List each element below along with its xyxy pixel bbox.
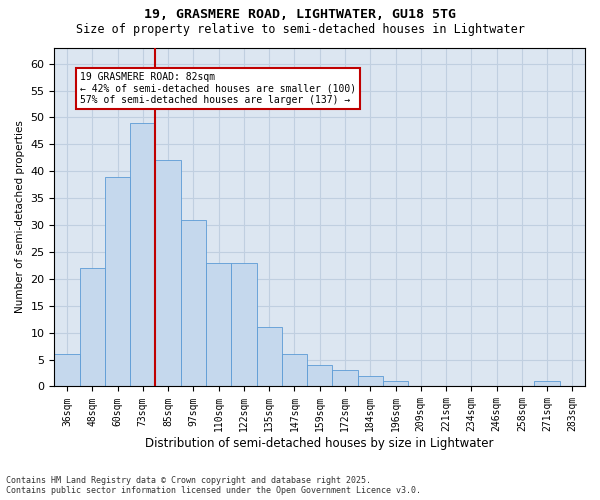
Bar xyxy=(282,354,307,386)
Bar xyxy=(80,268,105,386)
Bar xyxy=(231,262,257,386)
Y-axis label: Number of semi-detached properties: Number of semi-detached properties xyxy=(15,120,25,314)
Text: 19, GRASMERE ROAD, LIGHTWATER, GU18 5TG: 19, GRASMERE ROAD, LIGHTWATER, GU18 5TG xyxy=(144,8,456,20)
Text: Size of property relative to semi-detached houses in Lightwater: Size of property relative to semi-detach… xyxy=(76,22,524,36)
Bar xyxy=(206,262,231,386)
Bar xyxy=(383,381,408,386)
X-axis label: Distribution of semi-detached houses by size in Lightwater: Distribution of semi-detached houses by … xyxy=(145,437,494,450)
Text: Contains HM Land Registry data © Crown copyright and database right 2025.
Contai: Contains HM Land Registry data © Crown c… xyxy=(6,476,421,495)
Bar xyxy=(535,381,560,386)
Bar xyxy=(358,376,383,386)
Bar xyxy=(130,123,155,386)
Bar xyxy=(307,365,332,386)
Bar xyxy=(181,220,206,386)
Bar xyxy=(105,176,130,386)
Bar xyxy=(155,160,181,386)
Bar xyxy=(257,328,282,386)
Bar xyxy=(332,370,358,386)
Bar xyxy=(55,354,80,386)
Text: 19 GRASMERE ROAD: 82sqm
← 42% of semi-detached houses are smaller (100)
57% of s: 19 GRASMERE ROAD: 82sqm ← 42% of semi-de… xyxy=(80,72,356,105)
